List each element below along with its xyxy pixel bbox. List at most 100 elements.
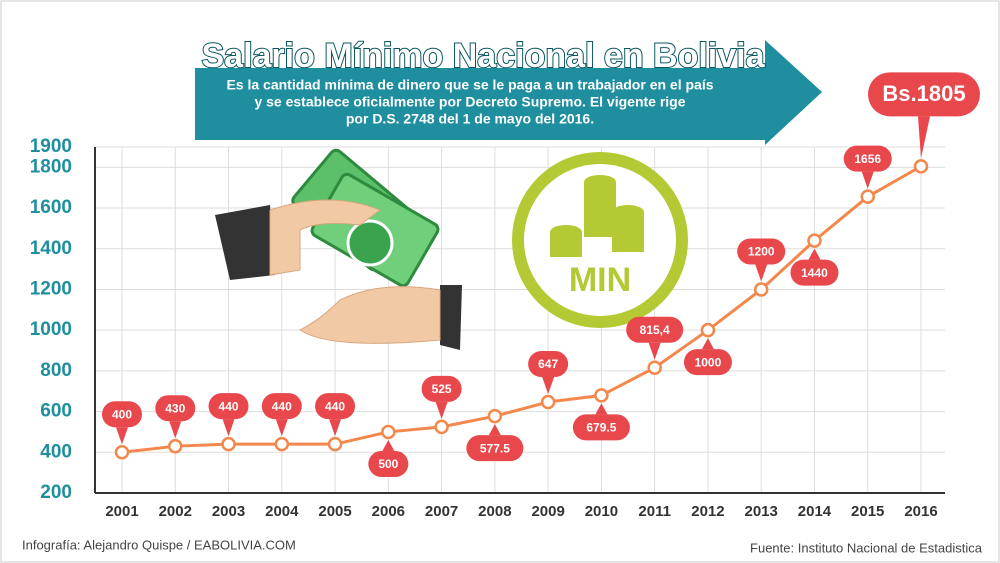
coin-icon: MIN xyxy=(512,152,688,328)
label-pointer xyxy=(861,171,874,189)
point xyxy=(860,189,875,204)
point xyxy=(487,408,503,424)
point xyxy=(540,394,556,410)
label-pointer xyxy=(488,424,501,436)
x-tick-label: 2015 xyxy=(851,503,884,520)
x-tick-label: 2002 xyxy=(159,503,192,520)
data-label: 815,4 xyxy=(640,323,670,337)
label-pointer xyxy=(755,264,768,282)
label-box xyxy=(261,393,302,420)
label-pointer xyxy=(435,401,448,419)
data-label: 440 xyxy=(219,399,239,413)
label-pointer xyxy=(169,421,182,439)
subtitle-line: Es la cantidad mínima de dinero que se l… xyxy=(226,77,713,93)
y-tick-label: 1000 xyxy=(30,319,72,340)
banner xyxy=(195,40,822,145)
y-tick-label: 1800 xyxy=(30,156,72,177)
point xyxy=(381,424,396,440)
x-tick-label: 2010 xyxy=(585,503,618,520)
point xyxy=(594,388,609,403)
x-tick-label: 2012 xyxy=(691,503,724,520)
line xyxy=(121,165,922,454)
label-box xyxy=(155,395,196,422)
y-tick-label: 1400 xyxy=(30,238,72,259)
label-pointer xyxy=(116,427,128,445)
y-tick-label: 1200 xyxy=(30,278,72,299)
y-tick-label: 1600 xyxy=(30,197,72,218)
icon-text: MIN xyxy=(569,261,631,299)
subtitle-line: y se establece oficialmente por Decreto … xyxy=(254,94,685,110)
label-pointer xyxy=(382,439,395,451)
data-label: 577.5 xyxy=(480,441,510,455)
data-label: 500 xyxy=(378,457,398,471)
data-label: 400 xyxy=(112,407,132,421)
label-pointer xyxy=(595,403,608,415)
label-box xyxy=(790,259,839,286)
x-tick-label: 2013 xyxy=(745,503,778,520)
label-box xyxy=(843,145,892,172)
label-box xyxy=(421,375,462,402)
label-box xyxy=(315,393,356,420)
label-box xyxy=(102,401,142,428)
chart-title: Salario Mínimo Nacional en Bolivia xyxy=(201,37,765,75)
x-tick-label: 2016 xyxy=(904,503,937,520)
point xyxy=(807,233,822,248)
credit: Infografía: Alejandro Quispe / EABOLIVIA… xyxy=(22,537,296,552)
x-tick-label: 2004 xyxy=(265,503,299,520)
label-box xyxy=(868,72,980,117)
data-label: 430 xyxy=(165,401,185,415)
source: Fuente: Instituto Nacional de Estadistic… xyxy=(750,540,983,555)
data-label: 1656 xyxy=(854,152,881,166)
x-tick-label: 2001 xyxy=(105,503,138,520)
x-tick-label: 2014 xyxy=(798,503,832,520)
point xyxy=(647,360,662,375)
point xyxy=(221,436,236,452)
y-tick-label: 400 xyxy=(40,441,72,462)
money-icon xyxy=(215,148,462,350)
x-tick-label: 2008 xyxy=(478,503,511,520)
point xyxy=(327,436,343,452)
label-box xyxy=(208,393,249,420)
subtitle-line: por D.S. 2748 del 1 de mayo del 2016. xyxy=(346,111,594,127)
data-label: 525 xyxy=(432,382,452,396)
point xyxy=(114,445,130,460)
x-tick-label: 2007 xyxy=(425,503,458,520)
label-pointer xyxy=(701,338,714,350)
y-tick-label: 200 xyxy=(40,482,72,503)
y-tick-label: 600 xyxy=(40,401,72,422)
x-tick-label: 2005 xyxy=(318,503,351,520)
point xyxy=(753,282,769,297)
data-label: 440 xyxy=(272,399,292,413)
label-box xyxy=(626,316,684,343)
data-label: 679.5 xyxy=(586,421,616,435)
label-box xyxy=(737,238,786,265)
label-pointer xyxy=(222,419,235,437)
point xyxy=(168,438,183,454)
label-box xyxy=(683,349,732,376)
point xyxy=(274,436,290,452)
point xyxy=(434,419,449,435)
data-label: 1000 xyxy=(695,355,722,369)
x-tick-label: 2003 xyxy=(212,503,245,520)
label-pointer xyxy=(329,419,342,437)
point xyxy=(913,159,929,174)
data-label: 1440 xyxy=(801,266,828,280)
point xyxy=(700,322,716,338)
label-pointer xyxy=(275,419,288,437)
label-pointer xyxy=(918,116,930,159)
label-box xyxy=(572,414,630,441)
label-pointer xyxy=(648,342,661,360)
label-pointer xyxy=(808,248,821,260)
y-tick-label: 800 xyxy=(40,360,72,381)
label-box xyxy=(466,435,524,462)
data-label: 440 xyxy=(325,399,345,413)
data-label: Bs.1805 xyxy=(882,81,965,106)
label-box xyxy=(368,450,409,477)
x-tick-label: 2011 xyxy=(638,503,671,520)
label-box xyxy=(528,351,569,378)
x-tick-label: 2009 xyxy=(531,503,564,520)
x-tick-label: 2006 xyxy=(372,503,405,520)
label-pointer xyxy=(542,377,555,395)
data-label: 647 xyxy=(538,357,558,371)
